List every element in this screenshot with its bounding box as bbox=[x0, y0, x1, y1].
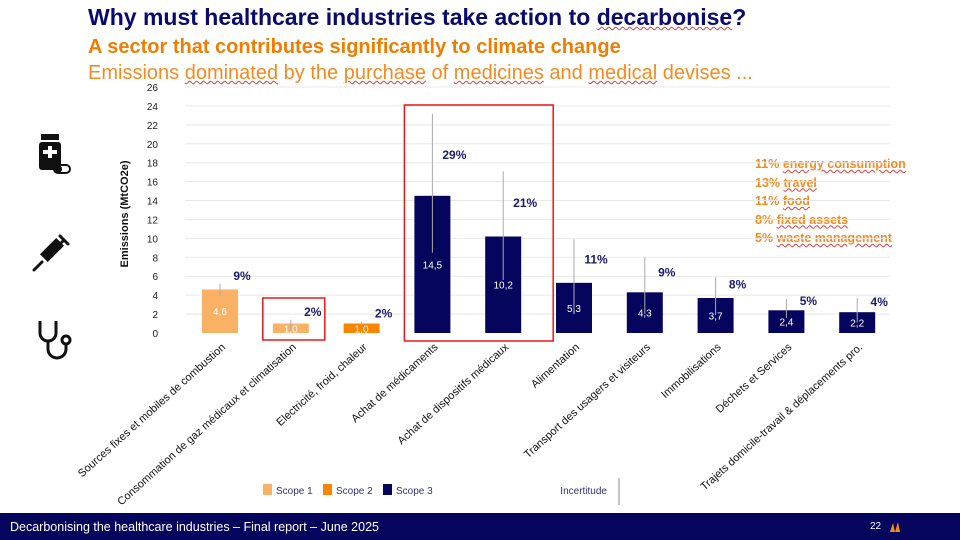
percent-label: 2% bbox=[304, 305, 322, 319]
y-tick-label: 24 bbox=[147, 102, 159, 113]
value-label: 3,7 bbox=[709, 311, 723, 322]
y-tick-label: 12 bbox=[147, 215, 159, 226]
value-label: 14,5 bbox=[423, 260, 443, 271]
medicine-bottle-icon bbox=[39, 134, 71, 174]
footer-text: Decarbonising the healthcare industries … bbox=[10, 520, 379, 534]
y-tick-label: 8 bbox=[152, 253, 158, 264]
y-tick-label: 0 bbox=[152, 329, 158, 340]
percent-label: 5% bbox=[800, 294, 818, 308]
y-axis-label: Emissions (MtCO2e) bbox=[119, 160, 131, 267]
legend-swatch bbox=[383, 484, 392, 495]
y-tick-label: 16 bbox=[147, 178, 159, 189]
legend-label: Scope 3 bbox=[396, 486, 433, 497]
percent-label: 29% bbox=[442, 148, 466, 162]
footer: Decarbonising the healthcare industries … bbox=[0, 513, 960, 540]
value-label: 1,0 bbox=[355, 324, 369, 335]
x-tick-label: Trajets domicile-travail & déplacements … bbox=[698, 341, 865, 493]
value-label: 10,2 bbox=[493, 281, 513, 292]
percent-label: 21% bbox=[513, 196, 537, 210]
x-tick-label: Achat de dispositifs médicaux bbox=[395, 341, 511, 447]
y-tick-label: 18 bbox=[147, 159, 159, 170]
x-tick-label: Immobilisations bbox=[659, 341, 724, 401]
y-tick-label: 14 bbox=[147, 197, 159, 208]
value-label: 2,2 bbox=[850, 319, 864, 330]
bar bbox=[202, 289, 238, 333]
highlight-box bbox=[262, 297, 326, 341]
side-note: 13% travel bbox=[755, 175, 817, 190]
value-label: 1,0 bbox=[284, 324, 298, 335]
y-tick-label: 4 bbox=[152, 291, 158, 302]
page-tagline: Emissions dominated by the purchase of m… bbox=[88, 62, 753, 84]
value-label: 4,6 bbox=[213, 307, 227, 318]
legend-swatch bbox=[263, 484, 272, 495]
logo-icon bbox=[890, 522, 900, 532]
y-tick-label: 20 bbox=[147, 140, 159, 151]
percent-label: 9% bbox=[233, 269, 251, 283]
y-tick-label: 26 bbox=[147, 83, 159, 94]
y-tick-label: 22 bbox=[147, 121, 159, 132]
x-tick-label: Transport des usagers et visiteurs bbox=[522, 341, 653, 461]
highlight-box bbox=[403, 104, 554, 342]
legend-label: Scope 1 bbox=[276, 486, 313, 497]
y-tick-label: 2 bbox=[152, 310, 158, 321]
x-tick-label: Sources fixes et mobiles de combustion bbox=[76, 341, 228, 480]
value-label: 2,4 bbox=[779, 318, 793, 329]
percent-label: 8% bbox=[729, 278, 747, 292]
x-tick-label: Alimentation bbox=[529, 341, 582, 390]
value-label: 5,3 bbox=[567, 304, 581, 315]
percent-label: 4% bbox=[871, 295, 889, 309]
page-title: Why must healthcare industries take acti… bbox=[88, 4, 747, 30]
legend-label: Scope 2 bbox=[336, 486, 373, 497]
x-tick-label: Déchets et Services bbox=[714, 341, 795, 416]
value-label: 4,3 bbox=[638, 309, 652, 320]
y-tick-label: 10 bbox=[147, 234, 159, 245]
percent-label: 9% bbox=[658, 266, 676, 280]
syringe-icon bbox=[32, 234, 70, 272]
bar bbox=[768, 310, 805, 333]
stethoscope-icon bbox=[38, 321, 72, 360]
y-tick-label: 6 bbox=[152, 272, 158, 283]
side-note: 11% energy consumption bbox=[755, 157, 906, 171]
legend-swatch bbox=[323, 484, 332, 495]
page-subtitle: A sector that contributes significantly … bbox=[88, 36, 621, 58]
percent-label: 2% bbox=[375, 307, 393, 321]
percent-label: 11% bbox=[584, 252, 608, 266]
page-number: 22 bbox=[870, 521, 882, 532]
bar bbox=[343, 323, 380, 333]
uncertainty-legend-label: Incertitude bbox=[560, 486, 607, 497]
